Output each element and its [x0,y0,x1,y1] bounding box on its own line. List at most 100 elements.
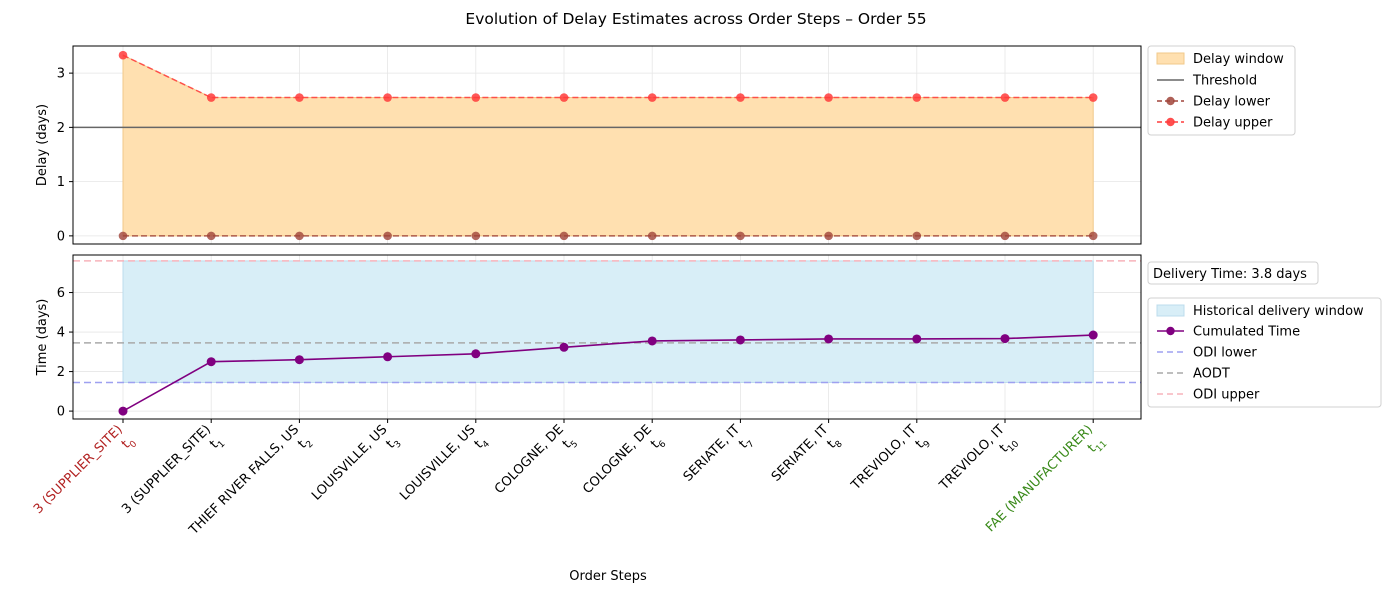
time-legend-box [1147,297,1382,408]
time-ytick-label: 0 [57,405,65,420]
x-tick-label: TREVIOLO, ITt9 [848,422,933,507]
delay-window-fill [122,54,1094,237]
delay-lower-point [1088,231,1098,241]
legend-historical-window-label: Historical delivery window [1193,304,1364,319]
delay-lower-point [647,231,657,241]
delay-upper-line [122,54,1094,99]
cumulated-time-point [912,334,922,344]
x-tick-step-index: 7 [746,439,757,450]
legend-cumulated-label: Cumulated Time [1193,325,1300,340]
x-tick-location: COLOGNE, DE [492,422,567,497]
delay-upper-point [1000,93,1010,102]
delay-lower-point [824,231,833,241]
legend-threshold-label: Threshold [1192,74,1257,89]
delay-upper-point [736,93,745,102]
delivery-time-text: Delivery Time: 3.8 days [1153,267,1307,282]
x-tick-step-index: 0 [128,439,139,450]
delay-ytick-label: 1 [57,175,65,190]
x-tick-label: COLOGNE, DEt5 [492,422,580,510]
time-y-ticks: 0 2 4 6 [57,286,73,420]
legend-delay-window-label: Delay window [1193,52,1284,67]
x-tick-label: SERIATE, ITt7 [681,422,757,498]
delay-axes-frame [72,45,1142,245]
x-tick-step-index: 2 [305,439,316,450]
cumulated-time-point [824,334,834,344]
x-tick-label: LOUISVILLE, USt3 [309,422,404,517]
delivery-time-box [1147,261,1319,285]
delay-lower-point [118,231,128,241]
delay-panel: 0 1 2 3 Delay (days) Delay window Threshold… [35,45,1296,245]
delay-lower-point [295,231,304,241]
cumulated-time-point [647,336,657,346]
x-tick-step-index: 5 [569,439,580,450]
x-tick-label: THIEF RIVER FALLS, USt2 [186,422,316,552]
legend-aodt-label: AODT [1193,367,1230,382]
cumulated-time-point [735,335,745,345]
delay-ytick-label: 0 [57,229,65,244]
x-tick-label: SERIATE, ITt8 [769,422,845,498]
historical-window-fill [122,260,1094,383]
time-y-axis-label: Time (days) [35,299,50,377]
legend-delay-upper-label: Delay upper [1193,116,1273,131]
legend-odi-upper-label: ODI upper [1193,388,1260,403]
delay-upper-point [912,93,922,102]
cumulated-time-point [118,406,128,416]
x-tick-label: TREVIOLO, ITt10 [936,422,1021,507]
x-tick-label: LOUISVILLE, USt4 [397,422,492,517]
x-tick-step-index: 3 [393,439,404,450]
delay-window-area [122,54,1094,237]
figure-title: Evolution of Delay Estimates across Orde… [465,10,926,28]
delay-upper-point [206,93,216,102]
time-ytick-label: 4 [57,326,65,341]
legend-delay-lower-label: Delay lower [1193,95,1271,110]
legend-cumulated-marker [1166,326,1175,336]
delay-ytick-label: 2 [57,121,65,136]
x-tick-label: FAE (MANUFACTURER)t11 [983,422,1109,548]
x-tick-label: COLOGNE, DEt6 [580,422,668,510]
delay-upper-point [295,93,304,102]
legend-delay-lower-marker [1166,96,1175,106]
delay-lower-point [912,231,922,241]
time-ytick-label: 6 [57,286,65,301]
delay-lower-point [736,231,745,241]
x-tick-location: COLOGNE, DE [580,422,655,497]
time-axes-frame [72,254,1142,420]
cumulated-time-point [471,349,481,359]
time-ytick-label: 2 [57,365,65,380]
x-tick-step-index: 1 [216,439,227,450]
delay-lower-point [206,231,216,241]
reference-lines [73,260,1141,384]
x-tick-step-index: 6 [657,439,668,450]
x-tick-location: LOUISVILLE, US [309,422,390,503]
x-tick-location: TREVIOLO, IT [848,422,920,494]
x-axis-label: Order Steps [569,569,647,584]
x-tick-step-index: 4 [481,439,492,450]
cumulated-time-line [122,334,1094,412]
cumulated-time-point [1088,330,1098,340]
delay-ytick-label: 3 [57,67,65,82]
legend-odi-lower-label: ODI lower [1193,346,1257,361]
x-tick-location: SERIATE, IT [681,422,744,485]
delay-y-axis-label: Delay (days) [35,104,50,186]
cumulated-time-point [559,342,569,352]
x-tick-location: 3 (SUPPLIER_SITE) [31,422,126,517]
cumulated-time-point [206,357,216,367]
delay-lower-point [559,231,569,241]
legend-historical-window-swatch [1156,304,1185,317]
delay-upper-point [1088,93,1098,102]
x-axis-ticks: 3 (SUPPLIER_SITE)t03 (SUPPLIER_SITE)t1TH… [31,419,1109,552]
cumulated-time-point [383,352,393,362]
delay-legend: Delay window Threshold Delay lower Delay… [1147,45,1296,136]
x-tick-step-index: 9 [922,439,933,450]
delay-lower-point [471,231,481,241]
x-tick-step-index: 8 [834,439,845,450]
time-series [118,330,1098,416]
delay-series [118,50,1098,241]
delay-upper-point [647,93,657,102]
x-tick-location: 3 (SUPPLIER_SITE) [119,422,214,517]
delay-upper-point [824,93,833,102]
delay-legend-box [1147,45,1296,136]
legend-delay-window-swatch [1156,52,1185,65]
historical-window-area [122,260,1094,383]
time-legend: Historical delivery window Cumulated Tim… [1147,297,1382,408]
